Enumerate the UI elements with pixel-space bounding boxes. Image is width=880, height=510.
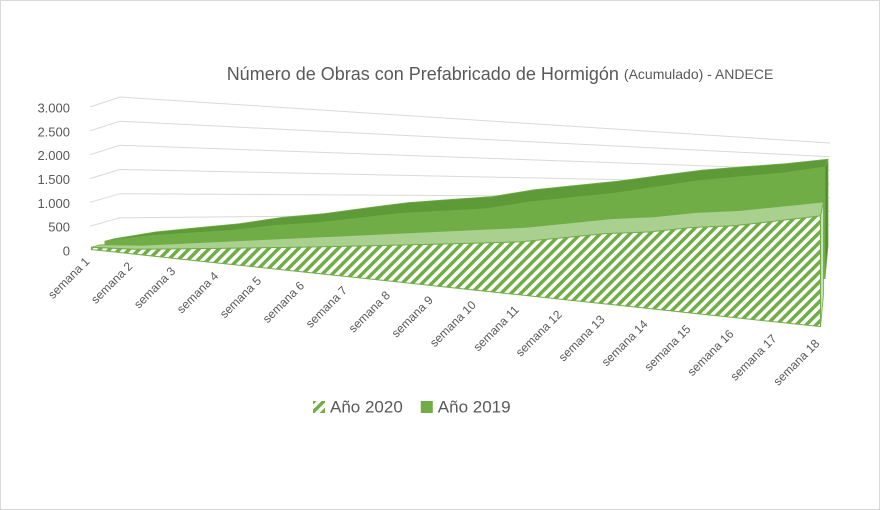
y-tick-label: 1.500	[37, 172, 70, 187]
y-tick-label: 2.000	[37, 148, 70, 163]
y-tick-label: 2.500	[37, 124, 70, 139]
area	[91, 215, 821, 328]
y-tick-label: 1.000	[37, 196, 70, 211]
y-tick-label: 0	[63, 243, 70, 258]
grid-line	[89, 168, 831, 185]
legend: Año 2020 Año 2019	[313, 397, 511, 416]
y-tick-label: 500	[48, 220, 70, 235]
grid-line	[89, 144, 831, 171]
legend-swatch	[420, 401, 433, 413]
grid-line	[89, 120, 831, 158]
y-tick-label: 3.000	[37, 100, 70, 115]
grid-line	[89, 96, 831, 144]
legend-label: Año 2020	[330, 397, 403, 416]
legend-swatch	[313, 401, 325, 413]
legend-label: Año 2019	[438, 397, 511, 416]
chart-title: Número de Obras con Prefabricado de Horm…	[227, 64, 774, 84]
